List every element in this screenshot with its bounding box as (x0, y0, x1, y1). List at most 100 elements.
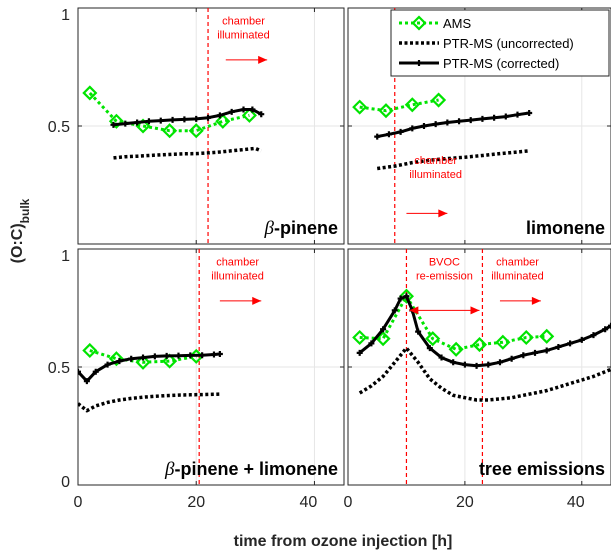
ptr-corrected-point (258, 111, 265, 118)
x-tick-label: 20 (187, 494, 205, 511)
series-ams (352, 92, 447, 119)
ams-point (378, 103, 394, 119)
ams-point (108, 113, 124, 129)
panel-label-greek: β (164, 459, 175, 480)
ptr-corrected-point (216, 112, 223, 119)
annotation-arrow (225, 55, 268, 64)
annotation-label: chamber illuminated (217, 16, 270, 42)
ptr-corrected-point (456, 118, 463, 125)
ptr-corrected-point (83, 378, 90, 385)
panel-label: β-pinene (264, 218, 338, 239)
y-tick-label: 0.5 (48, 119, 70, 136)
annotation-line: chamber (414, 155, 457, 167)
panel-label-rest: -pinene (274, 218, 338, 238)
ams-point (448, 341, 464, 357)
plot-area (82, 8, 265, 244)
ptr-corrected-point (205, 114, 212, 121)
x-tick-label: 0 (74, 494, 83, 511)
ams-point (398, 288, 415, 304)
annotation-arrow (219, 296, 262, 305)
ams-point (162, 353, 178, 369)
ptr-corrected-point (426, 345, 433, 352)
ptr-corrected-point (228, 108, 235, 115)
ptr-corrected-point (216, 351, 223, 358)
ptr-corrected-point (380, 326, 387, 333)
y-axis-label: (O:C)bulk (9, 198, 32, 263)
ptr-corrected-point (78, 368, 81, 375)
ams-point (82, 85, 98, 101)
ams-point (471, 337, 488, 353)
ams-point (352, 99, 368, 115)
ptr-corrected-point (461, 361, 468, 368)
series-line (78, 392, 220, 413)
annotation-line: illuminated (409, 169, 462, 181)
ptr-corrected-point (496, 359, 503, 366)
ptr-corrected-point (397, 128, 404, 135)
panel-label: limonene (526, 218, 605, 238)
annotation-line: illuminated (211, 271, 264, 283)
ptr-corrected-point (151, 353, 158, 360)
ptr-corrected-point (403, 293, 410, 300)
plot-area (78, 249, 223, 485)
ptr-corrected-point (157, 117, 164, 124)
series-line (359, 294, 547, 351)
arrow-head (470, 306, 480, 315)
panel-4: 0 20 40 BVOC re-emission chamber illuminated tr… (344, 248, 611, 511)
ptr-corrected-point (467, 117, 474, 124)
ptr-corrected-point (432, 121, 439, 128)
ptr-corrected-point (116, 358, 123, 365)
series-ptr-ms-corrected- (78, 351, 223, 385)
ptr-corrected-point (567, 340, 574, 347)
x-tick-label: 0 (344, 494, 353, 511)
ptr-corrected-point (444, 119, 451, 126)
legend-label: PTR-MS (uncorrected) (443, 36, 574, 51)
ptr-corrected-point (473, 362, 480, 369)
y-tick-label: 0.5 (48, 360, 70, 377)
x-tick-label: 20 (456, 494, 474, 511)
panel-1: 0.5 1 chamber illuminated β-pinene (48, 7, 345, 245)
annotation-line: chamber (496, 257, 539, 269)
panel-label-rest: -pinene + limonene (174, 459, 338, 479)
ptr-corrected-point (199, 352, 206, 359)
ptr-corrected-point (555, 343, 562, 350)
plot-area (352, 249, 611, 485)
ptr-corrected-point (193, 115, 200, 122)
ptr-corrected-point (502, 113, 509, 120)
ptr-corrected-point (181, 116, 188, 123)
ptr-corrected-point (415, 328, 422, 335)
panel-label: tree emissions (479, 459, 605, 479)
arrow-head (252, 296, 262, 305)
series-line (89, 349, 197, 364)
ams-point (215, 113, 231, 129)
ptr-corrected-point (578, 336, 585, 343)
annotation-label: chamber illuminated (491, 257, 544, 283)
ptr-corrected-point (240, 106, 247, 113)
legend-label: AMS (443, 16, 472, 31)
ptr-corrected-point (409, 125, 416, 132)
x-axis-label: time from ozone injection [h] (234, 533, 453, 550)
series-line (359, 98, 439, 113)
ams-point (404, 97, 420, 113)
ptr-corrected-point (134, 119, 141, 126)
ptr-corrected-point (92, 368, 99, 375)
series-ams (82, 85, 257, 139)
ptr-corrected-point (145, 118, 152, 125)
ptr-corrected-point (479, 115, 486, 122)
ptr-corrected-point (485, 361, 492, 368)
series-line (358, 294, 611, 368)
series-ptr-ms-corrected- (374, 110, 533, 140)
ams-point (162, 123, 178, 139)
ams-point (431, 92, 447, 108)
series-line (376, 149, 530, 171)
ams-point (539, 328, 555, 344)
plot-area (352, 8, 533, 244)
ptr-corrected-point (210, 351, 217, 358)
ams-point (518, 329, 534, 346)
ptr-corrected-point (110, 121, 117, 128)
ptr-corrected-point (368, 340, 375, 347)
ptr-corrected-point (397, 295, 404, 302)
ams-point (135, 354, 151, 370)
series-ams (352, 288, 555, 357)
ptr-corrected-point (122, 120, 129, 127)
